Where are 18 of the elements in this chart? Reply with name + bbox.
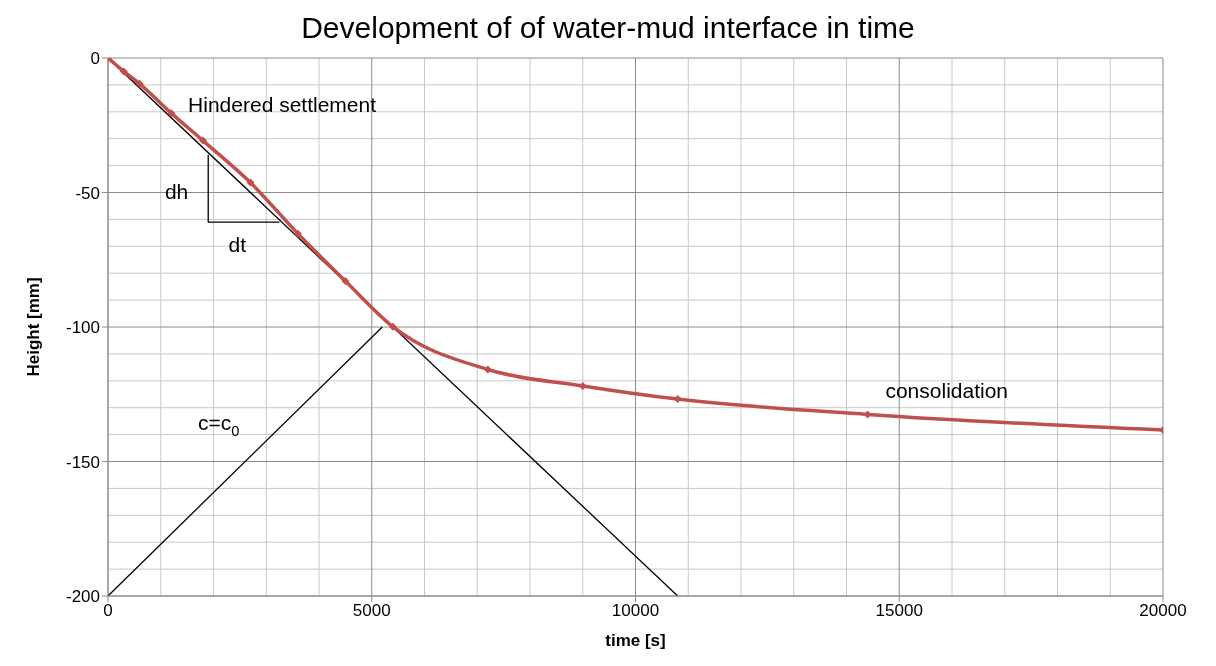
y-tick-label: -100 [65, 318, 100, 338]
x-tick-label: 20000 [1139, 601, 1187, 621]
annotation: Hindered settlement [188, 92, 377, 116]
x-axis-title: time [s] [605, 631, 666, 650]
y-tick-label: -200 [65, 587, 100, 607]
y-tick-label: -150 [65, 452, 100, 472]
annotation: dh [164, 179, 189, 203]
x-tick-label: 0 [103, 601, 113, 621]
x-tick-label: 15000 [875, 601, 923, 621]
x-tick-label: 10000 [611, 601, 660, 621]
x-tick-label: 5000 [352, 601, 391, 621]
y-tick-label: 0 [90, 49, 100, 69]
chart-title: Development of of water-mud interface in time [300, 10, 916, 46]
y-axis-title: Height [mm] [24, 277, 44, 377]
y-tick-label: -50 [75, 183, 100, 203]
annotation: consolidation [885, 378, 1009, 402]
annotation: dt [228, 232, 247, 256]
annotation: c=c$_{0}$ [198, 410, 240, 439]
